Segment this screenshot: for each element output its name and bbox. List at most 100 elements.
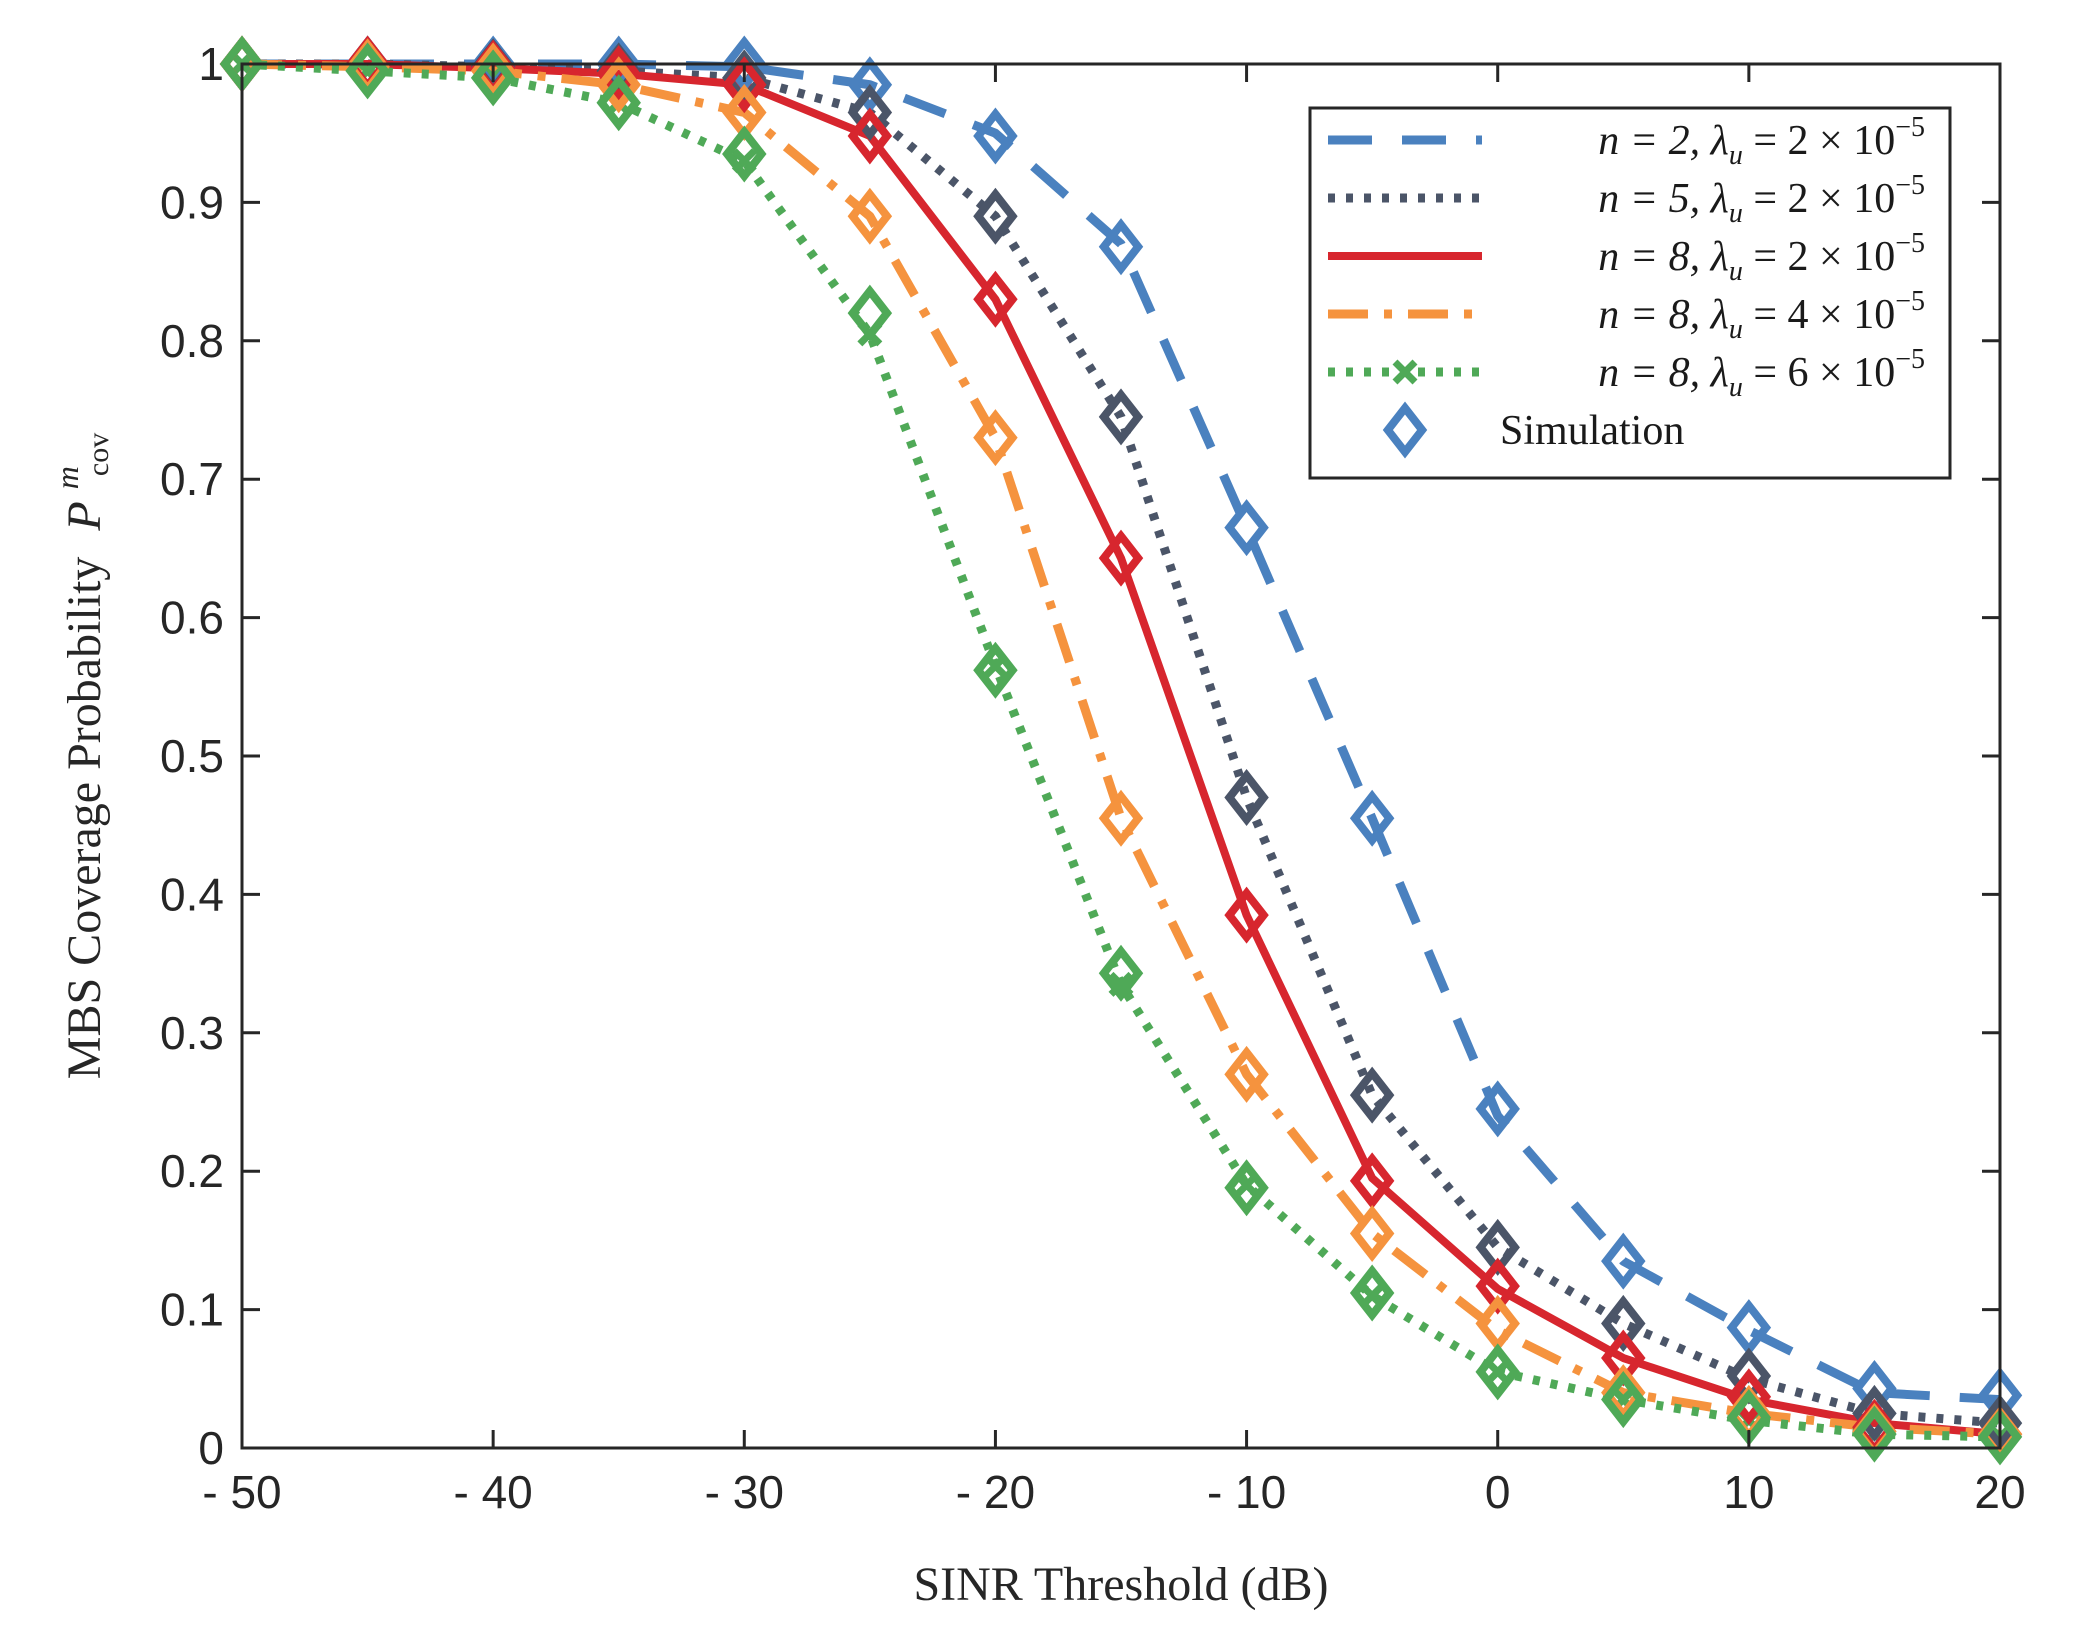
legend-marker-x <box>1392 359 1418 385</box>
simulation-point <box>973 107 1018 165</box>
simulation-point <box>470 49 516 107</box>
y-axis-label: MBS Coverage Probability P m cov <box>36 433 115 1079</box>
legend-label-subscript: u <box>1729 256 1743 287</box>
simulation-point <box>722 56 767 114</box>
legend-label-middle: = 2 × 10 <box>1743 118 1895 164</box>
y-tick-label: 0.9 <box>160 176 224 228</box>
simulation-point <box>722 125 767 183</box>
series-3 <box>242 60 2001 1439</box>
simulation-point <box>1475 1343 1520 1401</box>
simulation-point <box>1098 388 1144 446</box>
legend-label-middle: = 2 × 10 <box>1743 234 1895 280</box>
series-line <box>242 60 2001 1439</box>
x-tick-label: - 40 <box>454 1466 533 1518</box>
legend-label-3: n = 8, λu = 2 × 10−5 <box>1598 228 1925 287</box>
legend-label-prefix: n = 8, λ <box>1598 292 1729 338</box>
simulation-point <box>1224 769 1269 827</box>
legend-label-superscript: −5 <box>1895 228 1925 259</box>
series-line <box>242 59 2001 1405</box>
series-layer <box>219 35 2023 1466</box>
legend-label-subscript: u <box>1729 198 1743 229</box>
y-tick-label: 0.1 <box>160 1284 224 1336</box>
simulation-point <box>1852 1384 1897 1442</box>
legend-label-subscript: u <box>1729 372 1743 403</box>
simulation-point <box>973 187 1018 245</box>
simulation-point <box>1349 1066 1395 1124</box>
y-tick-label: 0.4 <box>160 868 224 920</box>
legend-label-middle: = 6 × 10 <box>1743 350 1895 396</box>
axes: - 50 - 40 - 30 - 20 - 10 0 10 20 0 0.1 0.2 0.3 0.4 0.… <box>160 38 2026 1518</box>
simulation-point <box>973 270 1018 328</box>
simulation-point <box>1098 218 1144 276</box>
simulation-point <box>1349 789 1395 847</box>
simulation-point <box>1601 1364 1646 1422</box>
series-point-marker <box>1485 1359 1511 1385</box>
simulation-point <box>1852 1405 1897 1463</box>
legend-label-middle: = 2 × 10 <box>1743 176 1895 222</box>
simulation-point <box>1475 1257 1520 1315</box>
legend-label-subscript: u <box>1729 314 1743 345</box>
simulation-point <box>1224 1045 1269 1103</box>
legend-label-superscript: −5 <box>1895 170 1925 201</box>
simulation-point <box>1601 1371 1646 1429</box>
simulation-point <box>1098 789 1144 847</box>
simulation-point <box>847 187 893 245</box>
legend: n = 2, λu = 2 × 10−5n = 5, λu = 2 × 10−5… <box>1308 106 1952 480</box>
simulation-point <box>1224 886 1269 944</box>
simulation-point <box>1726 1368 1772 1426</box>
y-tick-label: 0.8 <box>160 315 224 367</box>
legend-label-superscript: −5 <box>1895 344 1925 375</box>
legend-label-simulation: Simulation <box>1500 408 1684 454</box>
y-tick-label: 0.2 <box>160 1145 224 1197</box>
y-axis-label-superscript: m <box>49 466 85 489</box>
legend-label-superscript: −5 <box>1895 112 1925 143</box>
legend-label-superscript: −5 <box>1895 286 1925 317</box>
x-tick-label: 0 <box>1485 1466 1511 1518</box>
simulation-point <box>722 49 767 107</box>
y-tick-label: 0.5 <box>160 730 224 782</box>
legend-label-2: n = 5, λu = 2 × 10−5 <box>1598 170 1925 229</box>
legend-box <box>1308 106 1952 480</box>
simulation-point <box>1601 1232 1646 1290</box>
simulation-point <box>973 409 1018 467</box>
simulation-point <box>1098 529 1144 587</box>
legend-label-5: n = 8, λu = 6 × 10−5 <box>1598 344 1925 403</box>
x-tick-label: - 50 <box>202 1466 281 1518</box>
simulation-point <box>1349 1152 1395 1210</box>
simulation-point <box>847 56 893 114</box>
x-tick-label: - 30 <box>705 1466 784 1518</box>
legend-label-prefix: n = 2, λ <box>1598 118 1729 164</box>
legend-label-4: n = 8, λu = 4 × 10−5 <box>1598 286 1925 345</box>
simulation-point <box>847 107 893 165</box>
x-tick-label: 20 <box>1974 1466 2025 1518</box>
legend-label-prefix: n = 8, λ <box>1598 350 1729 396</box>
series-1 <box>242 59 2001 1405</box>
simulation-point <box>1349 1264 1395 1322</box>
y-tick-label: 0 <box>198 1422 224 1474</box>
simulation-point <box>1098 944 1144 1002</box>
y-axis-label-subscript: cov <box>82 433 115 476</box>
y-tick-label: 1 <box>198 38 224 90</box>
x-axis-label: SINR Threshold (dB) <box>913 1558 1328 1611</box>
simulation-point <box>847 83 893 141</box>
legend-label-prefix: n = 5, λ <box>1598 176 1729 222</box>
simulation-point <box>1601 1294 1646 1352</box>
x-tick-label: - 10 <box>1207 1466 1286 1518</box>
legend-label-prefix: n = 8, λ <box>1598 234 1729 280</box>
legend-label-middle: = 4 × 10 <box>1743 292 1895 338</box>
simulation-point <box>596 56 641 114</box>
legend-label-1: n = 2, λu = 2 × 10−5 <box>1598 112 1925 171</box>
simulation-point <box>973 641 1018 699</box>
series-4 <box>241 59 2001 1439</box>
simulation-point <box>1977 1408 2023 1466</box>
y-axis-label-symbol: P <box>58 501 111 531</box>
x-tick-label: - 20 <box>956 1466 1035 1518</box>
simulation-point <box>596 74 641 132</box>
simulation-point <box>1349 1204 1395 1262</box>
legend-label-subscript: u <box>1729 140 1743 171</box>
simulation-point <box>1475 1080 1520 1138</box>
simulation-point <box>847 284 893 342</box>
x-tick-label: 10 <box>1723 1466 1774 1518</box>
y-tick-label: 0.6 <box>160 592 224 644</box>
